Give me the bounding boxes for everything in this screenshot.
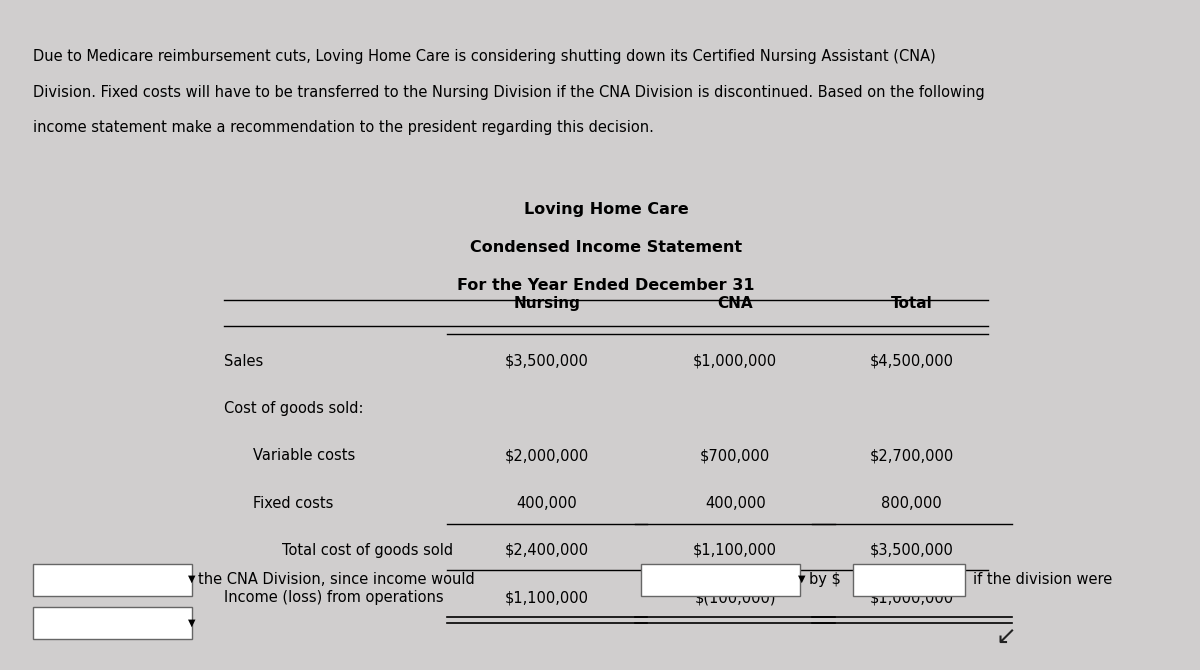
Text: 400,000: 400,000 — [517, 496, 577, 511]
Text: by $: by $ — [809, 572, 841, 587]
Text: $700,000: $700,000 — [700, 448, 770, 464]
Text: ▼: ▼ — [798, 574, 805, 584]
Text: Due to Medicare reimbursement cuts, Loving Home Care is considering shutting dow: Due to Medicare reimbursement cuts, Lovi… — [34, 50, 936, 64]
Text: ▼: ▼ — [188, 574, 196, 584]
Text: Total: Total — [890, 295, 932, 311]
Text: $1,100,000: $1,100,000 — [694, 543, 778, 558]
Text: $1,100,000: $1,100,000 — [505, 590, 589, 605]
Text: Variable costs: Variable costs — [253, 448, 355, 464]
Text: Income (loss) from operations: Income (loss) from operations — [223, 590, 443, 605]
Text: $2,000,000: $2,000,000 — [505, 448, 589, 464]
Text: ↙: ↙ — [995, 626, 1016, 651]
Text: the CNA Division, since income would: the CNA Division, since income would — [198, 572, 474, 587]
Text: $1,000,000: $1,000,000 — [870, 590, 954, 605]
Text: Division. Fixed costs will have to be transferred to the Nursing Division if the: Division. Fixed costs will have to be tr… — [34, 85, 985, 100]
Text: $2,700,000: $2,700,000 — [870, 448, 954, 464]
Text: Total cost of goods sold: Total cost of goods sold — [282, 543, 454, 558]
Text: Cost of goods sold:: Cost of goods sold: — [223, 401, 364, 416]
Text: income statement make a recommendation to the president regarding this decision.: income statement make a recommendation t… — [34, 121, 654, 135]
Text: For the Year Ended December 31: For the Year Ended December 31 — [457, 278, 755, 293]
Text: $4,500,000: $4,500,000 — [870, 354, 954, 368]
Text: $3,500,000: $3,500,000 — [505, 354, 589, 368]
FancyBboxPatch shape — [641, 564, 800, 596]
Text: Sales: Sales — [223, 354, 263, 368]
Text: 400,000: 400,000 — [704, 496, 766, 511]
Text: Fixed costs: Fixed costs — [253, 496, 334, 511]
FancyBboxPatch shape — [34, 608, 192, 639]
Text: $1,000,000: $1,000,000 — [694, 354, 778, 368]
Text: if the division were: if the division were — [973, 572, 1112, 587]
FancyBboxPatch shape — [34, 564, 192, 596]
Text: Nursing: Nursing — [514, 295, 581, 311]
Text: 800,000: 800,000 — [881, 496, 942, 511]
Text: $3,500,000: $3,500,000 — [870, 543, 954, 558]
FancyBboxPatch shape — [853, 564, 965, 596]
Text: Condensed Income Statement: Condensed Income Statement — [470, 240, 742, 255]
Text: $2,400,000: $2,400,000 — [505, 543, 589, 558]
Text: CNA: CNA — [718, 295, 754, 311]
Text: ▼: ▼ — [188, 618, 196, 628]
Text: Loving Home Care: Loving Home Care — [523, 202, 689, 217]
Text: $(100,000): $(100,000) — [695, 590, 776, 605]
